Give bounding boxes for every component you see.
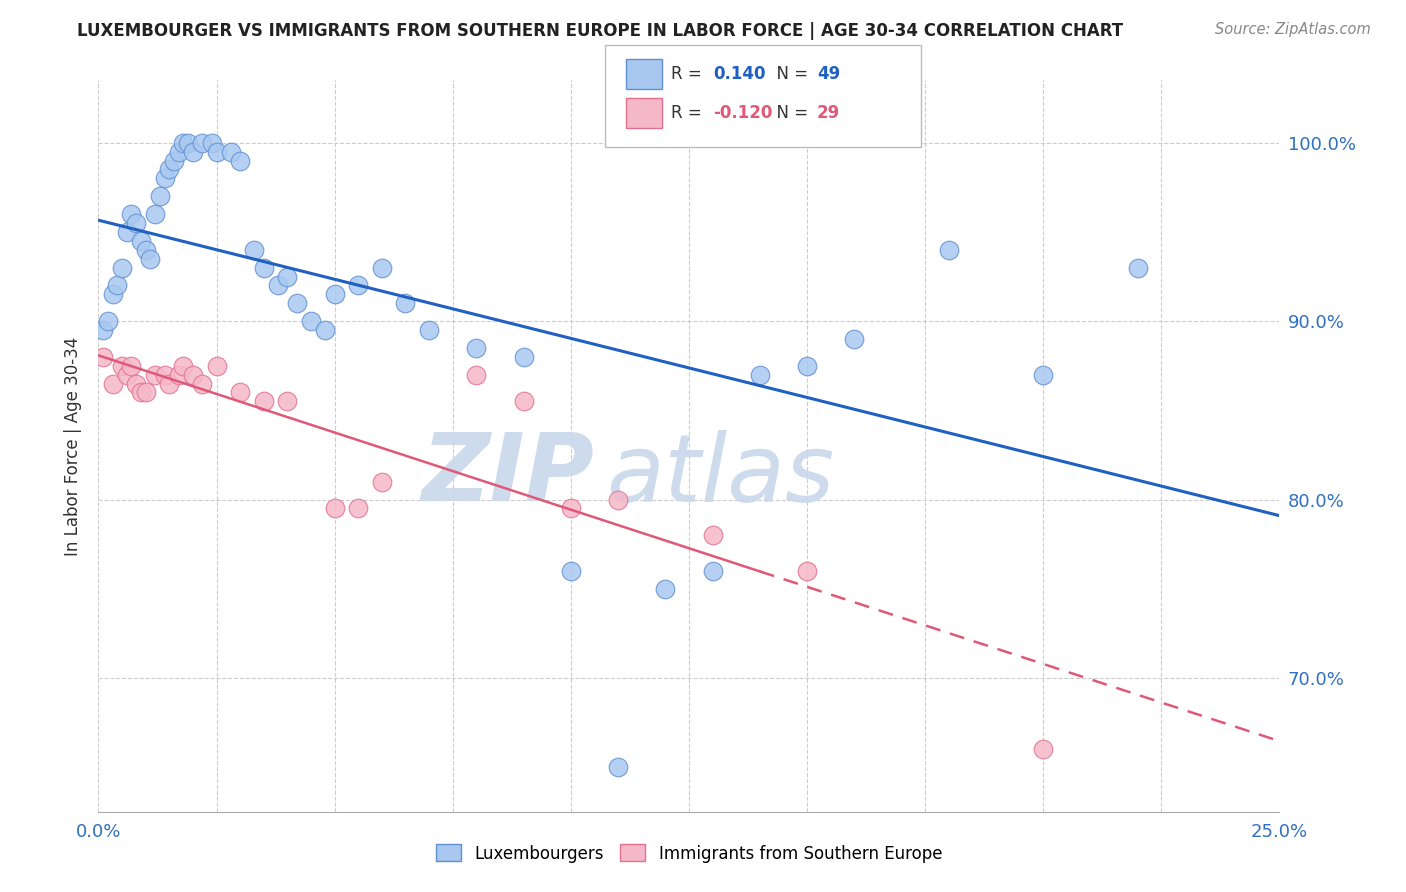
Point <box>205 145 228 159</box>
Text: ZIP: ZIP <box>422 429 595 521</box>
Point <box>172 359 194 373</box>
Text: LUXEMBOURGER VS IMMIGRANTS FROM SOUTHERN EUROPE IN LABOR FORCE | AGE 30-34 CORRE: LUXEMBOURGER VS IMMIGRANTS FROM SOUTHERN… <box>77 22 1123 40</box>
Point <box>143 207 166 221</box>
Point <box>253 260 276 275</box>
Point <box>191 376 214 391</box>
Text: R =: R = <box>671 104 707 122</box>
Point <box>229 153 252 168</box>
Text: N =: N = <box>766 65 814 83</box>
Point <box>229 385 252 400</box>
Point <box>702 564 724 578</box>
Point <box>105 278 128 293</box>
Point <box>163 153 186 168</box>
Point <box>91 350 114 364</box>
Point <box>157 162 180 177</box>
Text: 0.140: 0.140 <box>713 65 765 83</box>
Point <box>157 376 180 391</box>
Point <box>267 278 290 293</box>
Point <box>167 145 190 159</box>
Point <box>607 760 630 774</box>
Y-axis label: In Labor Force | Age 30-34: In Labor Force | Age 30-34 <box>65 336 83 556</box>
Point <box>115 368 138 382</box>
Point <box>796 564 818 578</box>
Point <box>299 314 322 328</box>
Point <box>512 350 534 364</box>
Point <box>323 287 346 301</box>
Point <box>1032 742 1054 756</box>
Point <box>177 136 200 150</box>
Point <box>748 368 770 382</box>
Point <box>243 243 266 257</box>
Point <box>1126 260 1149 275</box>
Point <box>394 296 416 310</box>
Point <box>135 385 157 400</box>
Point <box>143 368 166 382</box>
Point <box>465 341 488 355</box>
Point <box>323 501 346 516</box>
Text: atlas: atlas <box>606 430 835 521</box>
Point <box>253 394 276 409</box>
Point <box>135 243 157 257</box>
Point <box>418 323 440 337</box>
Point <box>560 501 582 516</box>
Point <box>139 252 162 266</box>
Point <box>276 269 298 284</box>
Point <box>1032 368 1054 382</box>
Point <box>347 501 370 516</box>
Text: 29: 29 <box>817 104 841 122</box>
Point <box>121 359 143 373</box>
Point <box>101 287 124 301</box>
Legend: Luxembourgers, Immigrants from Southern Europe: Luxembourgers, Immigrants from Southern … <box>429 838 949 869</box>
Point <box>512 394 534 409</box>
Point <box>796 359 818 373</box>
Point <box>371 475 394 489</box>
Point <box>347 278 370 293</box>
Point <box>167 368 190 382</box>
Point <box>654 582 676 596</box>
Point <box>560 564 582 578</box>
Point <box>101 376 124 391</box>
Point <box>129 385 152 400</box>
Text: -0.120: -0.120 <box>713 104 772 122</box>
Point <box>172 136 194 150</box>
Point <box>276 394 298 409</box>
Point <box>125 376 148 391</box>
Point <box>153 171 176 186</box>
Point <box>465 368 488 382</box>
Point <box>938 243 960 257</box>
Point <box>371 260 394 275</box>
Point <box>115 225 138 239</box>
Text: Source: ZipAtlas.com: Source: ZipAtlas.com <box>1215 22 1371 37</box>
Point <box>205 359 228 373</box>
Point <box>111 260 134 275</box>
Point <box>125 216 148 230</box>
Point <box>285 296 308 310</box>
Point <box>91 323 114 337</box>
Point <box>201 136 224 150</box>
Point <box>607 492 630 507</box>
Point <box>121 207 143 221</box>
Text: N =: N = <box>766 104 814 122</box>
Point <box>191 136 214 150</box>
Point <box>702 528 724 542</box>
Point <box>181 145 204 159</box>
Point <box>844 332 866 346</box>
Point <box>129 234 152 248</box>
Point <box>149 189 172 203</box>
Point <box>181 368 204 382</box>
Text: 49: 49 <box>817 65 841 83</box>
Point <box>97 314 120 328</box>
Point <box>153 368 176 382</box>
Point <box>314 323 336 337</box>
Text: R =: R = <box>671 65 707 83</box>
Point <box>111 359 134 373</box>
Point <box>219 145 242 159</box>
